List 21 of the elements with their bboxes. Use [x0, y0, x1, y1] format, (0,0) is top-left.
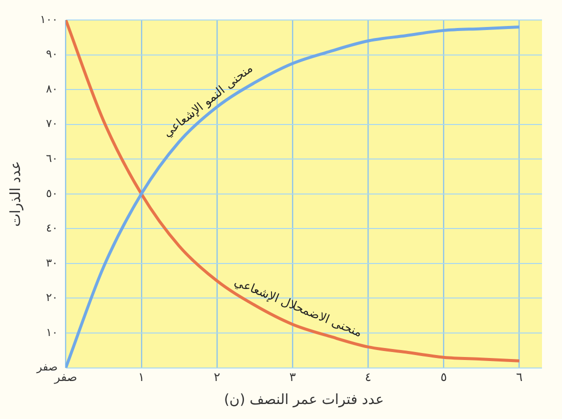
y-axis-title: عدد الذرات — [8, 161, 24, 227]
x-tick-label: ٦ — [516, 370, 523, 384]
y-tick-label: ٥٠ — [46, 186, 58, 200]
text: منحنى الاضمحلال الإشعاعي — [232, 274, 364, 340]
y-tick-label: ٧٠ — [46, 117, 58, 130]
x-tick-label: ٢ — [214, 370, 220, 384]
y-tick-label: ١٠٠ — [40, 12, 58, 26]
x-tick-label: ٣ — [289, 370, 296, 384]
text: منحنى النمو الإشعاعي — [160, 61, 256, 140]
x-axis-title: عدد فترات عمر النصف (ن) — [224, 392, 384, 408]
x-tick-label: ٤ — [364, 370, 372, 384]
y-tick-label: ٩٠ — [46, 48, 58, 61]
y-tick-label: صفر — [36, 360, 58, 374]
x-tick-label: ٥ — [440, 370, 447, 384]
y-tick-label: ٨٠ — [46, 82, 58, 96]
x-tick-label: ١ — [138, 370, 145, 384]
y-tick-label: ١٠ — [46, 326, 58, 339]
y-tick-label: ٤٠ — [46, 222, 58, 235]
y-tick-label: ٦٠ — [46, 152, 58, 165]
y-tick-label: ٣٠ — [46, 256, 58, 270]
y-tick-label: ٢٠ — [46, 291, 58, 304]
